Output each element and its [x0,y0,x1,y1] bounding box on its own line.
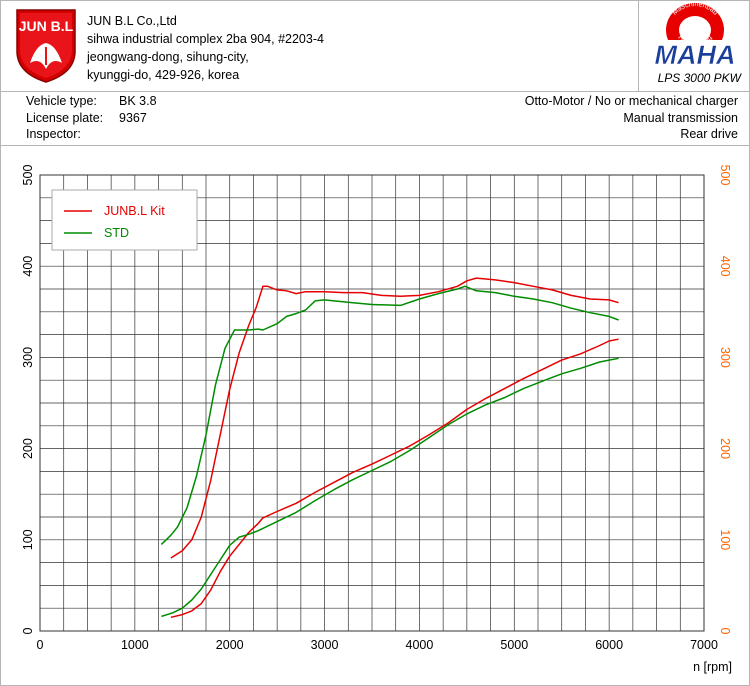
y-left-tick-label: 300 [21,347,35,368]
y-right-tick-label: 400 [718,256,732,277]
divider [0,145,750,146]
y-left-tick-label: 500 [21,165,35,186]
y-right-tick-label: 100 [718,529,732,550]
series-junbl-kit [170,277,619,559]
vehicle-type-value: BK 3.8 [119,94,157,108]
vehicle-type-label: Vehicle type: [26,94,97,108]
address-line-3: kyunggi-do, 429-926, korea [87,68,240,82]
x-axis-label: n [rpm] [693,660,732,674]
inspector-label: Inspector: [26,127,81,141]
legend-label: STD [104,226,129,240]
plot-border [39,174,705,632]
maha-logo: Maschinenbau Haldenwang MAHA [654,1,736,70]
drive-type: Rear drive [680,127,738,141]
x-tick-label: 6000 [595,638,623,652]
x-tick-label: 4000 [406,638,434,652]
company-address: JUN B.L Co.,Ltd sihwa industrial complex… [87,12,324,84]
x-tick-label: 2000 [216,638,244,652]
engine-type: Otto-Motor / No or mechanical charger [524,94,738,108]
y-left-tick-label: 100 [21,529,35,550]
legend-box [51,189,198,251]
vehicle-info: Vehicle type: BK 3.8 License plate: 9367 I… [26,93,157,143]
maha-logo-panel: Maschinenbau Haldenwang MAHA LPS 3000 PK… [638,0,750,91]
address-line-1: sihwa industrial complex 2ba 904, #2203-… [87,32,324,46]
series-std [160,285,619,545]
license-plate-value: 9367 [119,110,147,125]
y-right-tick-label: 500 [718,165,732,186]
y-left-tick-label: 0 [21,627,35,634]
svg-text:MAHA: MAHA [655,40,736,70]
y-right-tick-label: 300 [718,347,732,368]
svg-text:JUN B.L: JUN B.L [19,18,74,34]
report-header: JUN B.L JUN B.L Co.,Ltd sihwa industrial… [0,0,750,92]
y-right-tick-label: 200 [718,438,732,459]
y-right-tick-label: 0 [718,628,732,635]
engine-info: Otto-Motor / No or mechanical charger Ma… [525,93,738,143]
transmission-type: Manual transmission [623,110,738,125]
y-left-tick-label: 200 [21,438,35,459]
x-tick-label: 5000 [500,638,528,652]
license-plate-label: License plate: [26,110,104,125]
x-tick-label: 0 [37,638,44,652]
x-tick-label: 3000 [311,638,339,652]
series-std [161,357,619,618]
series-junbl-kit [170,338,619,619]
junbl-logo: JUN B.L [14,7,78,84]
y-left-tick-label: 400 [21,256,35,277]
company-name: JUN B.L Co.,Ltd [87,14,177,28]
x-tick-label: 7000 [690,638,718,652]
dyno-model: LPS 3000 PKW [657,71,741,85]
address-line-2: jeongwang-dong, sihung-city, [87,50,249,64]
x-tick-label: 1000 [121,638,149,652]
legend-label: JUNB.L Kit [104,204,165,218]
